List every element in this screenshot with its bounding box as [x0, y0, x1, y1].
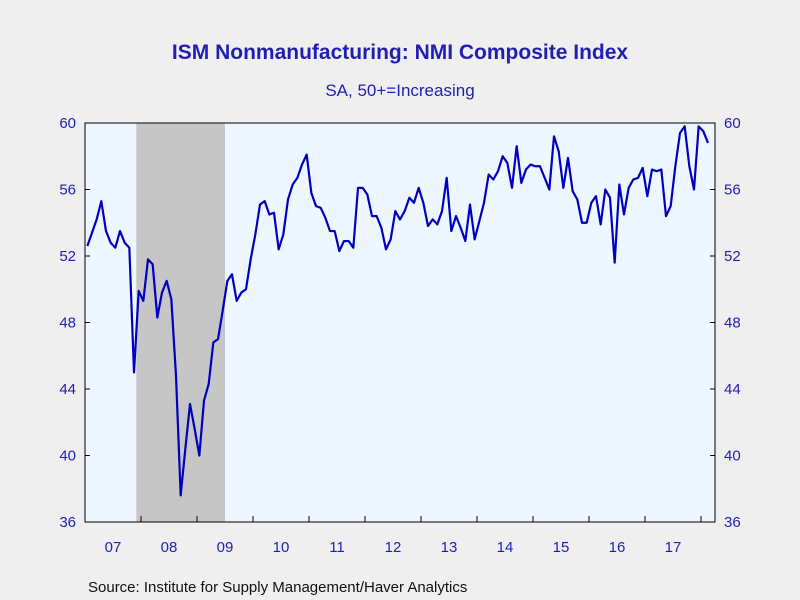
y-tick-label-right: 48: [724, 315, 741, 332]
x-tick-label: 10: [273, 539, 290, 556]
x-tick-label: 16: [609, 539, 626, 556]
y-tick-label-right: 56: [724, 182, 741, 199]
x-tick-label: 07: [105, 539, 122, 556]
x-tick-label: 14: [497, 539, 514, 556]
y-tick-label-left: 48: [59, 315, 76, 332]
recession-shading: [136, 123, 225, 522]
x-tick-label: 09: [217, 539, 234, 556]
y-tick-label-right: 44: [724, 381, 741, 398]
plot-frame: [84, 122, 716, 523]
x-tick-label: 11: [329, 539, 345, 556]
y-tick-label-right: 36: [724, 514, 741, 531]
y-tick-label-right: 60: [724, 115, 741, 132]
x-tick-label: 08: [161, 539, 178, 556]
y-tick-label-left: 36: [59, 514, 76, 531]
x-tick-label: 15: [553, 539, 570, 556]
y-tick-label-right: 40: [724, 448, 741, 465]
y-tick-label-left: 56: [59, 182, 76, 199]
tick-marks: [85, 122, 715, 523]
y-tick-label-right: 52: [724, 248, 741, 265]
y-tick-label-left: 44: [59, 381, 76, 398]
y-axis-left: 60 56 52 48 44 40 36: [59, 115, 76, 531]
x-tick-label: 17: [665, 539, 682, 556]
chart-subtitle: SA, 50+=Increasing: [325, 81, 474, 100]
x-tick-label: 12: [385, 539, 402, 556]
y-axis-right: 60 56 52 48 44 40 36: [724, 115, 741, 531]
chart-title: ISM Nonmanufacturing: NMI Composite Inde…: [172, 41, 628, 64]
source-note: Source: Institute for Supply Management/…: [88, 579, 467, 596]
x-tick-label: 13: [441, 539, 458, 556]
x-axis: 07 08 09 10 11 12 13 14 15 16 17: [105, 539, 682, 556]
y-tick-label-left: 52: [59, 248, 76, 265]
y-tick-label-left: 40: [59, 448, 76, 465]
series-line-nmi: [86, 125, 710, 497]
y-tick-label-left: 60: [59, 115, 76, 132]
